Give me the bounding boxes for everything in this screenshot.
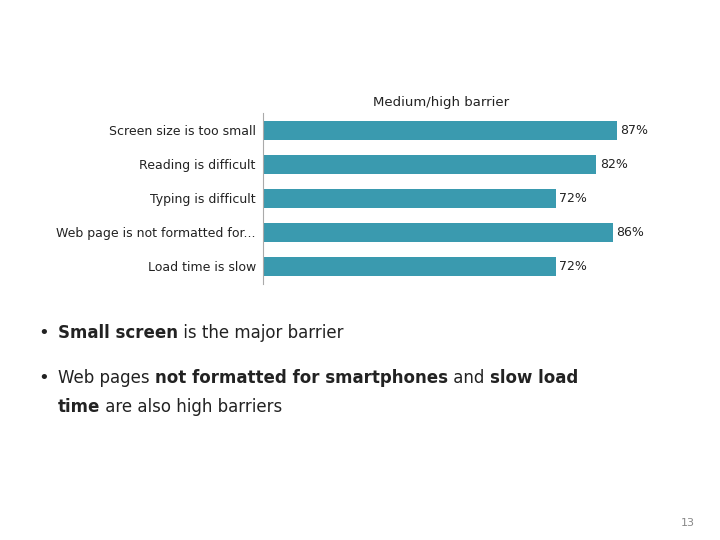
Text: 86%: 86% xyxy=(616,226,644,239)
Text: Web pages: Web pages xyxy=(58,369,155,387)
Text: time: time xyxy=(58,399,100,416)
Text: and: and xyxy=(448,369,490,387)
Text: is the major barrier: is the major barrier xyxy=(178,325,343,342)
Text: •: • xyxy=(38,325,49,342)
Text: 82%: 82% xyxy=(600,158,628,171)
Text: 87%: 87% xyxy=(620,124,648,137)
Text: 13: 13 xyxy=(681,518,695,528)
Text: Medium/high barrier: Medium/high barrier xyxy=(373,96,509,109)
Text: are also high barriers: are also high barriers xyxy=(100,399,283,416)
Text: Barriers to smartphone use for learning: Barriers to smartphone use for learning xyxy=(16,25,641,53)
Text: •: • xyxy=(38,369,49,387)
Bar xyxy=(263,121,617,140)
Bar xyxy=(263,155,596,174)
Text: Small screen: Small screen xyxy=(58,325,178,342)
Text: 72%: 72% xyxy=(559,260,587,273)
Text: not formatted for smartphones: not formatted for smartphones xyxy=(155,369,448,387)
Text: slow load: slow load xyxy=(490,369,577,387)
Text: 72%: 72% xyxy=(559,192,587,205)
Bar xyxy=(263,257,556,276)
Bar xyxy=(263,189,556,208)
Bar xyxy=(263,223,613,242)
